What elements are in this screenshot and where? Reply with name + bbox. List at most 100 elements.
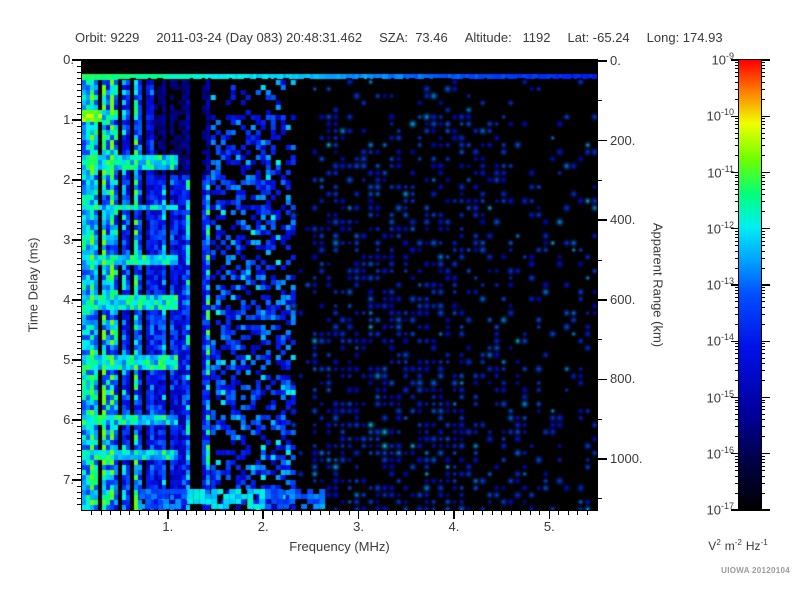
- x-minor-tick: [205, 510, 207, 515]
- x-minor-tick: [300, 510, 302, 515]
- x-minor-tick: [110, 510, 112, 515]
- range-major-tick: [598, 219, 607, 221]
- range-major-tick: [598, 458, 607, 460]
- cbar-tick-label: 10-12: [706, 219, 734, 237]
- cbar-major-tick-right: [761, 453, 770, 455]
- x-minor-tick: [462, 510, 464, 515]
- y-tick-label: 4.: [63, 292, 74, 307]
- x-minor-tick: [539, 510, 541, 515]
- x-minor-tick: [482, 510, 484, 515]
- cbar-tick-label: 10-14: [706, 332, 734, 349]
- x-minor-tick: [148, 510, 150, 515]
- orbit-readout: Orbit: 9229: [75, 30, 140, 45]
- status-header: Orbit: 9229 2011-03-24 (Day 083) 20:48:3…: [75, 30, 723, 45]
- x-minor-tick: [491, 510, 493, 515]
- x-minor-tick: [100, 510, 102, 515]
- credit-stamp: UIOWA 20120104: [721, 566, 790, 575]
- x-minor-tick: [529, 510, 531, 515]
- y-tick-label: 7.: [63, 472, 74, 487]
- x-minor-tick: [129, 510, 131, 515]
- x-minor-tick: [520, 510, 522, 515]
- datetime-readout: 2011-03-24 (Day 083) 20:48:31.462: [156, 30, 363, 45]
- x-minor-tick: [319, 510, 321, 515]
- x-minor-tick: [424, 510, 426, 515]
- x-minor-tick: [367, 510, 369, 515]
- range-minor-tick: [598, 259, 602, 261]
- cbar-tick-label: 10-15: [706, 388, 734, 405]
- x-minor-tick: [243, 510, 245, 515]
- x-minor-tick: [501, 510, 503, 515]
- cbar-major-tick-right: [761, 340, 770, 342]
- range-minor-tick: [598, 498, 602, 500]
- x-minor-tick: [281, 510, 283, 515]
- x-minor-tick: [396, 510, 398, 515]
- x-tick-label: 3.: [353, 519, 364, 534]
- x-minor-tick: [157, 510, 159, 515]
- x-minor-tick: [329, 510, 331, 515]
- cbar-major-tick-right: [761, 59, 770, 61]
- cbar-tick-label: 10-16: [706, 444, 734, 462]
- x-tick-label: 4.: [448, 519, 460, 534]
- range-minor-tick: [598, 100, 602, 102]
- latitude-readout: Lat: -65.24: [567, 30, 630, 45]
- colorbar-units: V2 m-2 Hz-1: [708, 538, 768, 553]
- x-minor-tick: [91, 510, 93, 515]
- x-minor-tick: [377, 510, 379, 515]
- range-tick-label: 800.: [610, 371, 636, 387]
- x-minor-tick: [253, 510, 255, 515]
- y-tick-label: 1.: [63, 112, 74, 127]
- x-minor-tick: [176, 510, 178, 515]
- cbar-tick-label: 10-11: [707, 163, 734, 180]
- x-tick-label: 1.: [162, 519, 174, 534]
- y-axis-title-right: Apparent Range (km): [650, 222, 666, 348]
- x-minor-tick: [339, 510, 340, 515]
- x-minor-tick: [138, 510, 140, 515]
- range-tick-label: 0.: [610, 53, 621, 68]
- x-minor-tick: [577, 510, 579, 515]
- y-tick-label: 6.: [63, 412, 74, 427]
- y-tick-label: 3.: [63, 232, 74, 247]
- x-tick-label: 2.: [257, 519, 269, 534]
- x-major-tick: [262, 510, 264, 519]
- cbar-tick-label: 10-13: [706, 276, 734, 293]
- x-major-tick: [357, 510, 360, 519]
- y-tick-label: 5.: [63, 352, 74, 367]
- x-major-tick: [167, 510, 169, 519]
- x-minor-tick: [291, 510, 293, 515]
- range-tick-label: 1000.: [610, 451, 643, 466]
- x-minor-tick: [386, 510, 388, 515]
- cbar-major-tick-right: [761, 228, 770, 230]
- cbar-major-tick-right: [761, 396, 770, 399]
- altitude-readout: Altitude: 1192: [464, 30, 551, 45]
- x-minor-tick: [415, 510, 417, 515]
- sza-readout: SZA: 73.46: [379, 30, 448, 45]
- x-minor-tick: [434, 510, 436, 515]
- longitude-readout: Long: 174.93: [646, 30, 723, 45]
- cbar-major-tick-right: [761, 509, 770, 511]
- x-minor-tick: [348, 510, 350, 515]
- cbar-major-tick-right: [761, 284, 770, 286]
- range-major-tick: [598, 60, 607, 62]
- x-minor-tick: [405, 510, 407, 515]
- cbar-major-tick-right: [761, 115, 770, 117]
- cbar-tick-label: 10-10: [706, 107, 734, 124]
- y-axis-title-left: Time Delay (ms): [25, 237, 41, 333]
- range-minor-tick: [598, 179, 602, 181]
- range-tick-label: 200.: [610, 132, 636, 148]
- cbar-major-tick-right: [761, 171, 770, 174]
- x-axis-title: Frequency (MHz): [289, 539, 390, 554]
- cbar-tick-label: 10-9: [711, 51, 734, 68]
- x-minor-tick: [195, 510, 197, 515]
- x-minor-tick: [119, 510, 121, 515]
- x-minor-tick: [215, 510, 217, 515]
- x-minor-tick: [234, 510, 236, 515]
- y-tick-label: 2.: [63, 172, 74, 187]
- x-minor-tick: [443, 510, 445, 515]
- colorbar: [738, 59, 762, 511]
- range-major-tick: [598, 378, 607, 381]
- x-minor-tick: [310, 510, 312, 515]
- colorbar-gradient: [739, 60, 761, 510]
- x-minor-tick: [186, 510, 188, 515]
- plot-frame: [80, 58, 598, 511]
